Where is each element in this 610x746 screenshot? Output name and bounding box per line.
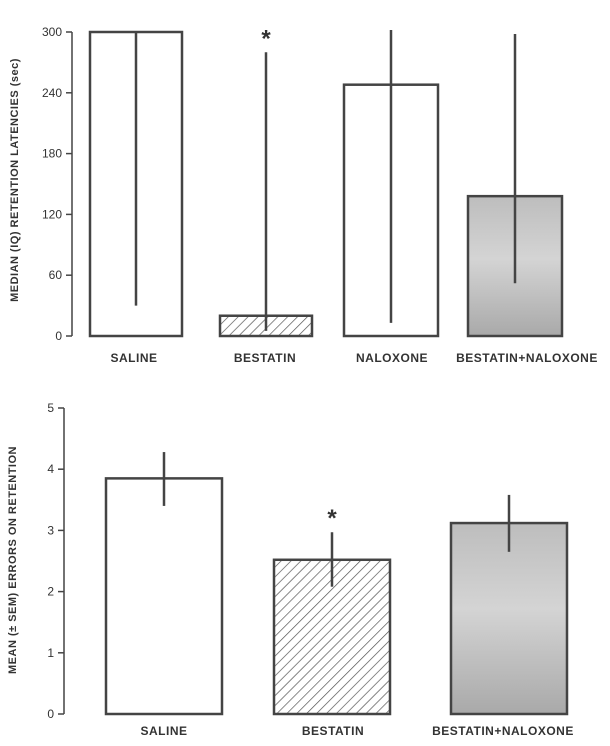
y-axis-label: MEAN (± SEM) ERRORS ON RETENTION: [7, 446, 19, 674]
significance-asterisk: *: [261, 25, 271, 52]
y-tick-label: 60: [49, 268, 63, 282]
y-tick-label: 3: [47, 523, 54, 537]
category-label: SALINE: [110, 351, 157, 365]
y-tick-label: 240: [42, 86, 62, 100]
category-label: BESTATIN+NALOXONE: [432, 724, 574, 738]
y-tick-label: 180: [42, 147, 62, 161]
category-label: SALINE: [140, 724, 187, 738]
y-tick-label: 5: [47, 401, 54, 415]
y-tick-label: 0: [55, 329, 62, 343]
y-axis-label: MEDIAN (IQ) RETENTION LATENCIES (sec): [9, 58, 21, 302]
significance-asterisk: *: [327, 505, 337, 532]
y-tick-label: 2: [47, 585, 54, 599]
y-tick-label: 120: [42, 207, 62, 221]
y-tick-label: 0: [47, 707, 54, 721]
bar-bestatin-naloxone: [449, 521, 569, 716]
category-label: BESTATIN+NALOXONE: [456, 351, 598, 365]
category-label: BESTATIN: [234, 351, 296, 365]
errors-panel: 0 1 2 3 4 5 MEAN (± SEM) ERRORS ON RETENTION SA…: [7, 401, 574, 738]
category-label: NALOXONE: [356, 351, 428, 365]
bar-saline: [104, 477, 224, 716]
y-tick-label: 300: [42, 25, 62, 39]
category-label: BESTATIN: [302, 724, 364, 738]
y-tick-label: 1: [47, 646, 54, 660]
y-tick-label: 4: [47, 462, 54, 476]
latency-panel: 0 60 120 180 240 300 MEDIAN (IQ) RETENTION LAT…: [9, 25, 598, 365]
